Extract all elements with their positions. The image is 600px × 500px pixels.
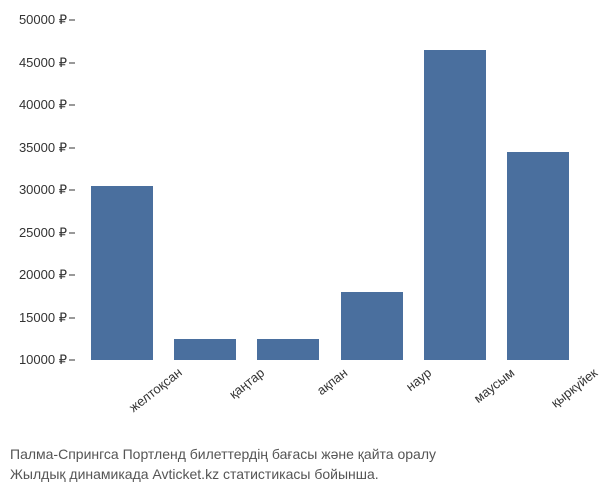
y-tick-mark <box>69 275 75 276</box>
y-tick-label: 40000 ₽ <box>0 97 67 113</box>
x-tick-label: қаңтар <box>209 365 267 415</box>
bar <box>424 50 486 360</box>
y-tick-mark <box>69 360 75 361</box>
y-tick-label: 25000 ₽ <box>0 225 67 241</box>
y-tick-mark <box>69 20 75 21</box>
x-tick-label: желтоқсан <box>126 365 184 415</box>
x-labels-group: желтоқсанқаңтарақпаннаурмаусымқыркүйек <box>80 365 580 380</box>
y-axis: 10000 ₽15000 ₽20000 ₽25000 ₽30000 ₽35000… <box>0 20 75 360</box>
y-tick-mark <box>69 62 75 63</box>
y-tick-mark <box>69 105 75 106</box>
y-tick-label: 30000 ₽ <box>0 182 67 198</box>
y-tick-mark <box>69 190 75 191</box>
plot-area: 10000 ₽15000 ₽20000 ₽25000 ₽30000 ₽35000… <box>80 20 580 360</box>
bar <box>174 339 236 360</box>
chart-caption-line2: Жылдық динамикада Avticket.kz статистика… <box>10 466 590 482</box>
x-tick-label: наур <box>376 365 434 415</box>
chart-container: 10000 ₽15000 ₽20000 ₽25000 ₽30000 ₽35000… <box>80 20 580 390</box>
x-axis: желтоқсанқаңтарақпаннаурмаусымқыркүйек <box>80 360 580 420</box>
x-tick-label: маусым <box>459 365 517 415</box>
x-tick-label: қыркүйек <box>542 365 600 415</box>
y-tick-label: 15000 ₽ <box>0 310 67 326</box>
y-tick-label: 35000 ₽ <box>0 140 67 156</box>
chart-caption-line1: Палма-Спрингса Портленд билеттердің баға… <box>10 446 590 462</box>
bar <box>507 152 569 360</box>
y-tick-label: 45000 ₽ <box>0 55 67 71</box>
y-tick-mark <box>69 147 75 148</box>
y-tick-label: 20000 ₽ <box>0 267 67 283</box>
bar <box>341 292 403 360</box>
y-tick-label: 10000 ₽ <box>0 352 67 368</box>
bar <box>91 186 153 360</box>
bar <box>257 339 319 360</box>
bars-group <box>80 20 580 360</box>
x-tick-label: ақпан <box>292 365 350 415</box>
y-tick-label: 50000 ₽ <box>0 12 67 28</box>
y-tick-mark <box>69 232 75 233</box>
y-tick-mark <box>69 317 75 318</box>
